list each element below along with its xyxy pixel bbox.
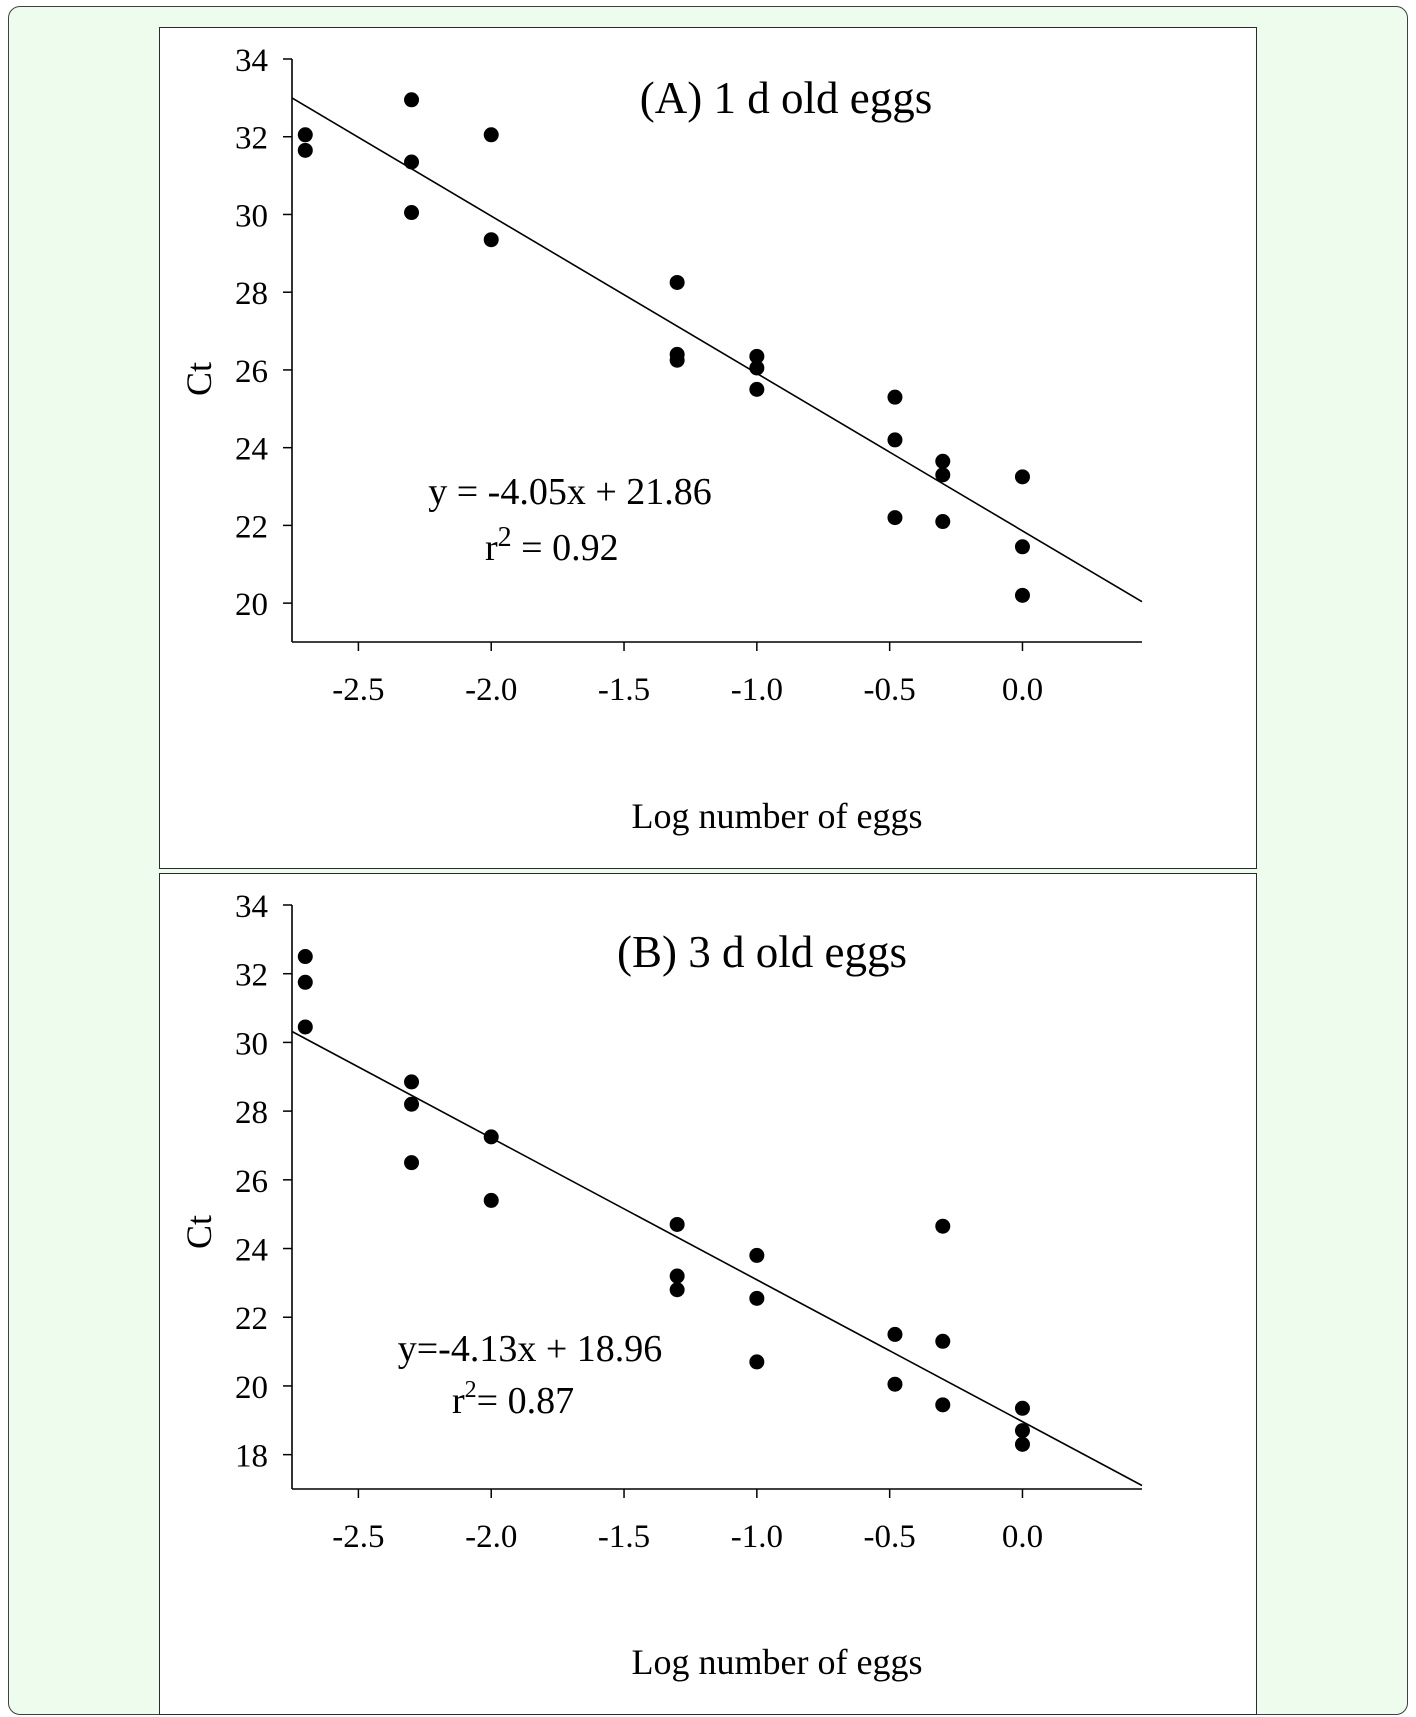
- chart-a-xtick-label: -2.5: [332, 672, 384, 708]
- chart-b-r2-value: = 0.87: [477, 1380, 574, 1422]
- chart-a-data-point: [935, 514, 951, 530]
- chart-a-xtick-label: -2.0: [465, 672, 517, 708]
- chart-a-svg: -2.5 -2.0 -1.5 -1.0 -0.5 0.02022242628303234 …: [179, 43, 1143, 836]
- chart-b-data-point: [887, 1376, 903, 1392]
- chart-a-data-point: [749, 381, 765, 397]
- chart-b-xtick-label: -0.5: [864, 1519, 916, 1555]
- chart-b-data-point: [1014, 1400, 1030, 1416]
- chart-b-data-point: [669, 1282, 685, 1298]
- chart-a-ytick-label: 20: [235, 587, 268, 623]
- chart-a-data-point: [669, 274, 685, 290]
- chart-b-r2-label: r: [452, 1380, 465, 1422]
- chart-a-data-point: [1014, 587, 1030, 603]
- chart-b-data-point: [1014, 1423, 1030, 1439]
- chart-b-data-point: [1014, 1436, 1030, 1452]
- chart-b-xlabel: Log number of eggs: [632, 1642, 923, 1682]
- chart-a-data-point: [935, 453, 951, 469]
- chart-b-data-point: [669, 1268, 685, 1284]
- chart-b-xtick-label: -1.5: [598, 1519, 650, 1555]
- chart-a-r2-value: = 0.92: [512, 527, 619, 569]
- chart-a-data-point: [483, 127, 499, 143]
- chart-b-xtick-label: -2.0: [465, 1519, 517, 1555]
- chart-b-data-point: [749, 1354, 765, 1370]
- chart-a-marks: [291, 92, 1143, 603]
- chart-a-data-point: [887, 510, 903, 526]
- chart-b-fit-line: [291, 1030, 1143, 1487]
- chart-b-ytick-label: 28: [235, 1095, 268, 1131]
- chart-a-xtick-label: -1.0: [731, 672, 783, 708]
- chart-b-data-point: [483, 1129, 499, 1145]
- chart-a-data-point: [404, 92, 420, 108]
- chart-a-r2: r2 = 0.92: [485, 522, 619, 569]
- chart-a-xtick-label: 0.0: [1002, 672, 1043, 708]
- chart-a-data-point: [887, 389, 903, 405]
- chart-b-data-point: [935, 1333, 951, 1349]
- chart-a-r2-sup: 2: [498, 522, 512, 553]
- chart-b-data-point: [935, 1397, 951, 1413]
- chart-a-data-point: [1014, 469, 1030, 485]
- chart-b-xtick-label: 0.0: [1002, 1519, 1043, 1555]
- chart-b-title: (B) 3 d old eggs: [617, 927, 907, 977]
- chart-b-data-point: [935, 1218, 951, 1234]
- chart-b-ytick-label: 30: [235, 1026, 268, 1062]
- chart-b-ytick-label: 20: [235, 1370, 268, 1406]
- chart-b-data-point: [669, 1216, 685, 1232]
- chart-a-ylabel: Ct: [179, 362, 219, 396]
- chart-b-data-point: [297, 949, 313, 965]
- chart-a-ytick-label: 24: [235, 432, 268, 468]
- chart-a-fit-line: [291, 97, 1143, 603]
- chart-a-data-point: [483, 232, 499, 248]
- chart-a-ytick-label: 26: [235, 354, 268, 390]
- chart-b-ytick-label: 22: [235, 1301, 268, 1337]
- chart-b-xtick-label: -2.5: [332, 1519, 384, 1555]
- chart-a-data-point: [297, 127, 313, 143]
- chart-b-ylabel: Ct: [179, 1215, 219, 1249]
- chart-b-data-point: [404, 1155, 420, 1171]
- chart-a-ytick-label: 34: [235, 43, 268, 79]
- chart-panel-a: -2.5 -2.0 -1.5 -1.0 -0.5 0.0 20 22 24 26 28 30 32 34 …: [159, 27, 1257, 869]
- chart-a-data-point: [404, 154, 420, 170]
- chart-a-xtick-label: -0.5: [864, 672, 916, 708]
- chart-b-data-point: [297, 974, 313, 990]
- chart-a-xlabel: Log number of eggs: [632, 796, 923, 836]
- chart-b-marks: [291, 949, 1143, 1487]
- chart-a-xtick-label: -1.5: [598, 672, 650, 708]
- chart-b-data-point: [749, 1247, 765, 1263]
- chart-b-ytick-label: 32: [235, 958, 268, 994]
- chart-a-data-point: [887, 432, 903, 448]
- chart-b-axes: -2.5 -2.0 -1.5 -1.0 -0.5 0.0 18 20 22 24 26 28 30 32 3…: [235, 889, 1142, 1555]
- chart-a-data-point: [404, 205, 420, 221]
- chart-a-title: (A) 1 d old eggs: [640, 73, 932, 123]
- chart-a-data-point: [669, 352, 685, 368]
- chart-b-xtick-label: -1.0: [731, 1519, 783, 1555]
- chart-b-svg: -2.5 -2.0 -1.5 -1.0 -0.5 0.0 18 20 22 24 26 28 30 32 3…: [179, 889, 1143, 1682]
- chart-b-data-point: [887, 1326, 903, 1342]
- chart-a-r2-label: r: [485, 527, 498, 569]
- chart-a-ytick-label: 32: [235, 121, 268, 157]
- chart-a-data-point: [297, 142, 313, 158]
- chart-a-data-point: [935, 467, 951, 483]
- chart-a-ytick-label: 28: [235, 276, 268, 312]
- chart-b-r2: r2= 0.87: [452, 1377, 574, 1422]
- chart-b-data-point: [404, 1096, 420, 1112]
- chart-b-ytick-label: 26: [235, 1164, 268, 1200]
- chart-a-data-point: [749, 360, 765, 376]
- chart-a-ytick-label: 22: [235, 509, 268, 545]
- chart-a-data-point: [1014, 539, 1030, 555]
- chart-b-equation: y=-4.13x + 18.96: [398, 1328, 663, 1370]
- chart-b-data-point: [483, 1192, 499, 1208]
- chart-a-equation: y = -4.05x + 21.86: [428, 471, 712, 513]
- chart-b-data-point: [297, 1019, 313, 1035]
- chart-b-data-point: [404, 1074, 420, 1090]
- chart-b-ytick-label: 34: [235, 889, 268, 925]
- chart-a-data-point: [749, 348, 765, 364]
- chart-b-ytick-label: 24: [235, 1233, 268, 1269]
- chart-b-data-point: [749, 1290, 765, 1306]
- chart-a-axes: -2.5 -2.0 -1.5 -1.0 -0.5 0.0 20 22 24 26 28 30 32 34: [235, 43, 1142, 708]
- chart-a-ytick-label: 30: [235, 198, 268, 234]
- chart-b-r2-sup: 2: [465, 1377, 477, 1403]
- chart-panel-b: -2.5 -2.0 -1.5 -1.0 -0.5 0.0 18 20 22 24 26 28 30 32 3…: [159, 873, 1257, 1715]
- chart-b-ytick-label: 18: [235, 1439, 268, 1475]
